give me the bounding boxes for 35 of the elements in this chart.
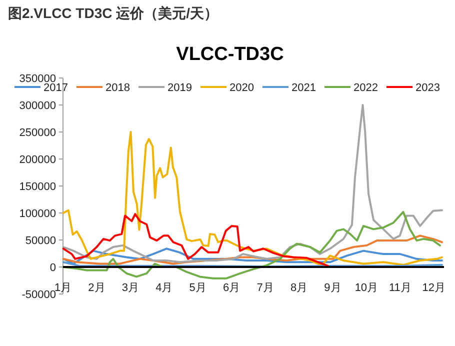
x-tick-label: 7月 bbox=[256, 282, 274, 294]
legend-label: 2018 bbox=[106, 82, 130, 94]
y-tick-label: 100000 bbox=[19, 208, 56, 220]
x-tick-label: 3月 bbox=[122, 282, 139, 294]
x-tick-label: 11月 bbox=[388, 282, 412, 294]
y-tick-label: 200000 bbox=[19, 154, 56, 166]
chart-title: 图2.VLCC TD3C 运价（美元/天） bbox=[8, 5, 218, 21]
line-series bbox=[62, 213, 330, 267]
x-tick-label: 1月 bbox=[54, 282, 72, 294]
y-tick-label: 350000 bbox=[19, 73, 56, 85]
x-tick-label: 5月 bbox=[189, 282, 206, 294]
legend-label: 2017 bbox=[44, 82, 68, 94]
line-series bbox=[62, 248, 443, 265]
x-tick-label: 2月 bbox=[88, 282, 106, 294]
legend-label: 2020 bbox=[230, 82, 254, 94]
y-tick-label: 0 bbox=[50, 262, 56, 274]
y-tick-label: 300000 bbox=[19, 100, 56, 112]
legend-label: 2023 bbox=[416, 82, 440, 94]
y-tick-label: 150000 bbox=[19, 181, 56, 193]
line-series bbox=[62, 234, 443, 265]
x-tick-label: 4月 bbox=[156, 282, 173, 294]
line-series bbox=[62, 131, 443, 266]
x-tick-label: 6月 bbox=[223, 282, 240, 294]
x-tick-label: 8月 bbox=[290, 282, 308, 294]
x-tick-label: 10月 bbox=[354, 282, 378, 294]
line-series bbox=[62, 210, 441, 280]
legend-label: 2022 bbox=[354, 82, 378, 94]
chart-subtitle: VLCC-TD3C bbox=[176, 44, 284, 65]
y-tick-label: 50000 bbox=[25, 235, 56, 247]
x-tick-label: 9月 bbox=[324, 282, 342, 294]
y-tick-label: 250000 bbox=[19, 127, 56, 139]
legend-label: 2019 bbox=[168, 82, 192, 94]
legend-label: 2021 bbox=[292, 82, 316, 94]
y-tick-label: -50000 bbox=[22, 289, 56, 301]
x-tick-label: 12月 bbox=[422, 282, 446, 294]
